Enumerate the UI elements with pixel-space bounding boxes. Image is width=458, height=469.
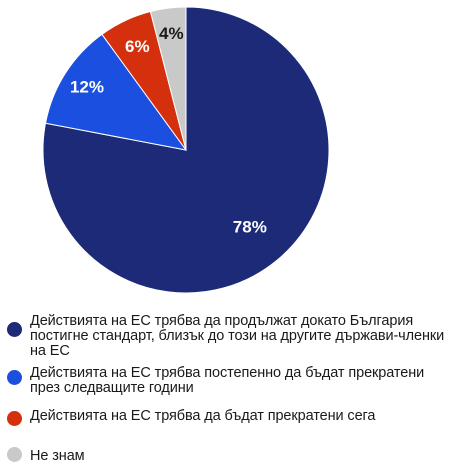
legend-label-dont-know: Не знам bbox=[30, 448, 85, 464]
pie-slice-gradually-stop bbox=[44, 33, 188, 151]
legend-label-gradually-stop: Действията на ЕС трябва постепенно да бъ… bbox=[30, 365, 425, 396]
legend-label-continue: Действията на ЕС трябва да продължат док… bbox=[30, 313, 445, 359]
legend-marker-dont-know bbox=[7, 447, 22, 462]
legend-label-stop-now: Действията на ЕС трябва да бъдат прекрат… bbox=[30, 408, 376, 424]
legend-marker-gradually-stop bbox=[7, 370, 22, 385]
slice-value-label-continue: 78% bbox=[233, 218, 267, 237]
slice-value-label-dont-know: 4% bbox=[159, 24, 184, 43]
legend-marker-continue bbox=[7, 322, 22, 337]
slice-value-label-gradually-stop: 12% bbox=[70, 78, 104, 97]
pie-slice-dont-know bbox=[149, 6, 187, 151]
pie-plot-area: 78% 12% 6% 4% bbox=[42, 6, 330, 294]
slices-group bbox=[42, 6, 330, 294]
legend-marker-stop-now bbox=[7, 411, 22, 426]
slice-value-label-stop-now: 6% bbox=[125, 37, 150, 56]
slice-labels-group: 78% 12% 6% 4% bbox=[70, 24, 267, 236]
pie-slice-continue bbox=[42, 6, 330, 294]
